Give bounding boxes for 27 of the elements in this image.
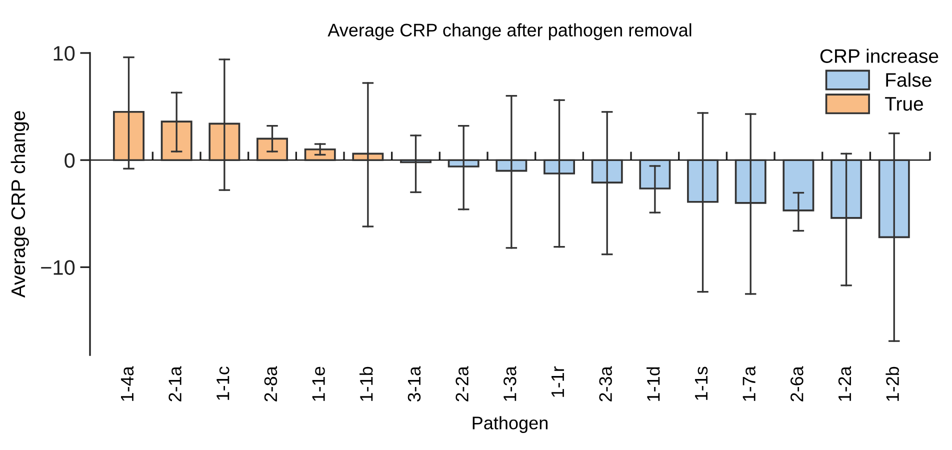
x-tick-label: 1-3a	[503, 366, 516, 401]
y-axis-title: Average CRP change	[10, 111, 29, 298]
x-tick-label: 1-2a	[838, 366, 852, 401]
x-tick-label: 1-1e	[312, 366, 325, 401]
x-tick-label: 1-1s	[695, 366, 708, 400]
chart-title: Average CRP change after pathogen removal	[328, 23, 692, 40]
x-tick-label: 2-3a	[599, 366, 612, 402]
x-tick-label: 2-1a	[168, 366, 182, 402]
x-tick-label: 3-1a	[408, 366, 421, 402]
x-tick-label: 1-1c	[216, 366, 230, 400]
x-tick-label: 1-2b	[886, 366, 899, 401]
x-tick-label: 1-1r	[552, 366, 564, 397]
y-tick-label: −10	[41, 260, 75, 275]
legend-label: False	[886, 72, 932, 87]
x-axis-title: Pathogen	[472, 416, 548, 433]
x-tick-label: 1-1b	[360, 366, 373, 401]
legend-label: True	[885, 97, 923, 111]
x-tick-label: 1-4a	[120, 366, 134, 401]
legend-title: CRP increase	[820, 48, 938, 63]
y-tick-label: 0	[64, 153, 75, 168]
x-tick-label: 2-2a	[456, 366, 468, 402]
y-tick-label: 10	[54, 46, 75, 61]
x-tick-label: 2-8a	[264, 366, 278, 402]
x-tick-label: 1-7a	[742, 366, 756, 401]
x-tick-label: 1-1d	[646, 367, 660, 401]
bar	[304, 148, 336, 161]
x-tick-label: 2-6a	[790, 366, 804, 402]
